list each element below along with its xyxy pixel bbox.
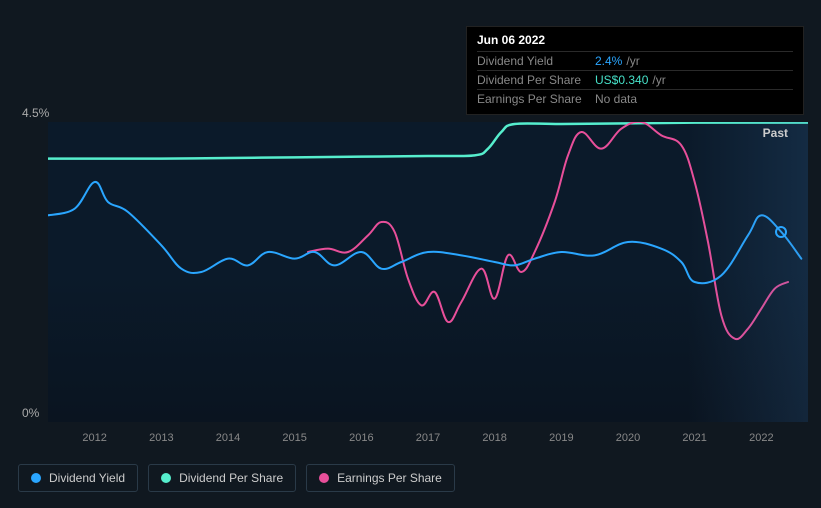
legend-item-earnings-per-share[interactable]: Earnings Per Share (306, 464, 455, 492)
legend-label: Dividend Per Share (179, 471, 283, 485)
past-label: Past (763, 126, 788, 140)
x-axis-tick: 2014 (216, 432, 240, 444)
x-axis-tick: 2020 (616, 432, 640, 444)
x-axis-tick: 2022 (749, 432, 773, 444)
tooltip-label: Dividend Yield (477, 54, 595, 68)
tooltip-suffix: /yr (626, 54, 639, 68)
tooltip-row: Dividend Yield 2.4% /yr (477, 51, 793, 70)
legend-swatch (319, 473, 329, 483)
tooltip-label: Dividend Per Share (477, 73, 595, 87)
x-axis-tick: 2015 (282, 432, 306, 444)
x-axis-tick: 2016 (349, 432, 373, 444)
chart-plot-area[interactable] (48, 122, 808, 422)
tooltip-suffix: /yr (652, 73, 665, 87)
chart-container: 4.5% 0% Past 201220132014201520162017201… (18, 100, 808, 460)
legend-label: Earnings Per Share (337, 471, 442, 485)
y-axis-max-label: 4.5% (22, 106, 49, 120)
x-axis-tick: 2018 (482, 432, 506, 444)
legend: Dividend Yield Dividend Per Share Earnin… (18, 464, 455, 492)
legend-label: Dividend Yield (49, 471, 125, 485)
x-axis-tick: 2013 (149, 432, 173, 444)
x-axis: 2012 2013 2014 2015 2016 2017 2018 2019 2020 2021… (48, 426, 808, 446)
tooltip-label: Earnings Per Share (477, 92, 595, 106)
tooltip-value: 2.4% (595, 54, 622, 68)
chart-tooltip: Jun 06 2022 Dividend Yield 2.4% /yr Divi… (466, 26, 804, 115)
x-axis-tick: 2019 (549, 432, 573, 444)
tooltip-row: Earnings Per Share No data (477, 89, 793, 108)
x-axis-tick: 2012 (82, 432, 106, 444)
tooltip-row: Dividend Per Share US$0.340 /yr (477, 70, 793, 89)
tooltip-value: No data (595, 92, 637, 106)
chart-svg (48, 122, 808, 422)
legend-item-dividend-per-share[interactable]: Dividend Per Share (148, 464, 296, 492)
tooltip-date: Jun 06 2022 (477, 33, 793, 47)
legend-swatch (161, 473, 171, 483)
chart-marker-ring (775, 226, 787, 238)
x-axis-tick: 2017 (416, 432, 440, 444)
x-axis-tick: 2021 (682, 432, 706, 444)
legend-item-dividend-yield[interactable]: Dividend Yield (18, 464, 138, 492)
legend-swatch (31, 473, 41, 483)
y-axis-min-label: 0% (22, 406, 39, 420)
tooltip-value: US$0.340 (595, 73, 648, 87)
